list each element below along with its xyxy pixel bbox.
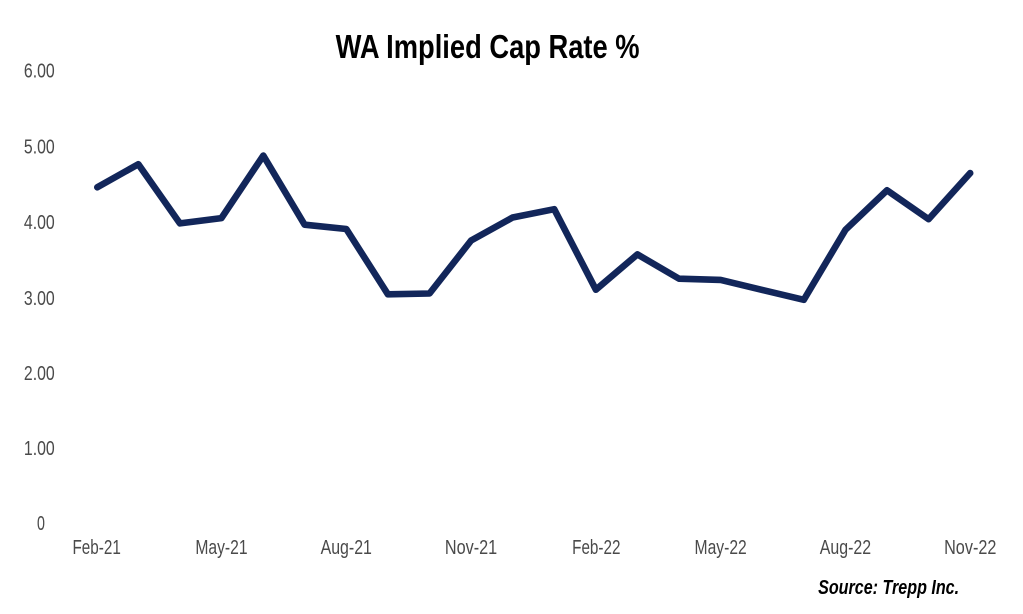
svg-text:Nov-22: Nov-22: [944, 537, 996, 559]
svg-text:Aug-22: Aug-22: [820, 537, 871, 559]
svg-text:3.00: 3.00: [24, 288, 55, 310]
svg-text:WA Implied Cap Rate %: WA Implied Cap Rate %: [336, 28, 640, 65]
svg-text:Feb-21: Feb-21: [73, 537, 121, 559]
svg-text:4.00: 4.00: [24, 212, 55, 234]
svg-text:2.00: 2.00: [24, 363, 55, 385]
svg-text:Nov-21: Nov-21: [445, 537, 497, 559]
svg-text:Feb-22: Feb-22: [572, 537, 620, 559]
svg-text:0: 0: [37, 513, 45, 535]
svg-text:Source: Trepp Inc.: Source: Trepp Inc.: [818, 577, 959, 599]
svg-text:5.00: 5.00: [24, 136, 55, 158]
svg-text:May-21: May-21: [195, 537, 247, 559]
svg-text:1.00: 1.00: [24, 438, 55, 460]
svg-text:May-22: May-22: [695, 537, 747, 559]
svg-text:Aug-21: Aug-21: [321, 537, 372, 559]
svg-text:6.00: 6.00: [24, 61, 55, 83]
